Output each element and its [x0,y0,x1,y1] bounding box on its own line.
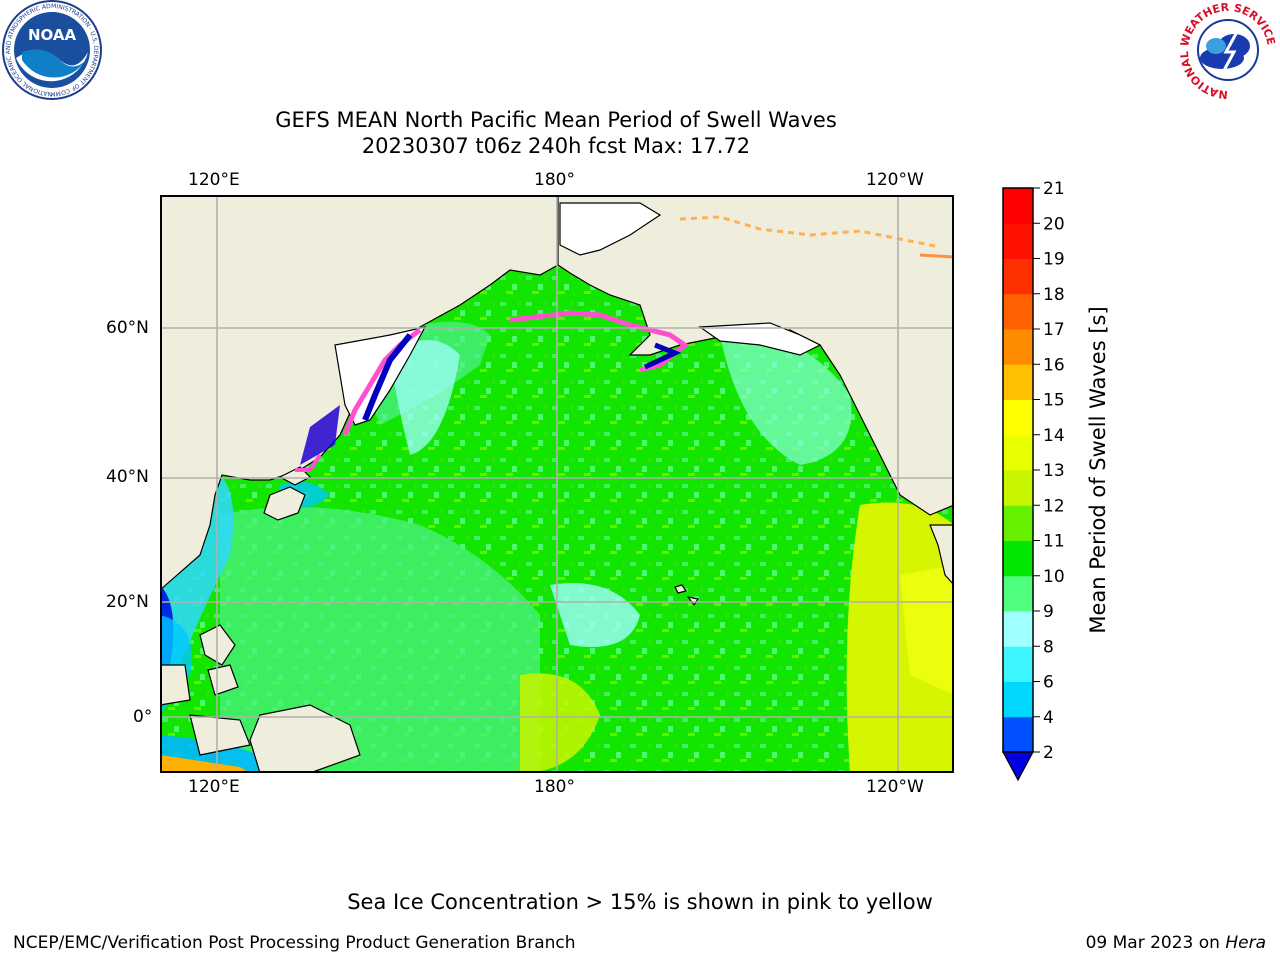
colorbar-band [1003,505,1033,541]
colorbar-tick-label: 4 [1043,708,1054,728]
colorbar-band [1003,188,1033,224]
lon-label-top-120w: 120°W [866,170,924,190]
colorbar-tick-label: 15 [1043,391,1065,411]
zone-8-9s-central [550,583,640,647]
colorbar-band [1003,575,1033,612]
colorbar: 2 4 6 8 9 10 11 12 13 14 15 16 17 18 19 20 21 Mean Perio… [1001,180,1110,782]
colorbar-tick-label: 13 [1043,461,1065,481]
colorbar-tick-label: 18 [1043,285,1065,305]
colorbar-band [1003,681,1033,718]
zone-12-13s-south [520,673,600,773]
lon-label-bottom-180: 180° [534,777,575,797]
colorbar-band [1003,716,1033,753]
lon-label-bottom-120w: 120°W [866,777,924,797]
lon-label-bottom-120e: 120°E [188,777,240,797]
zone-8-9s-northeast [720,333,852,465]
colorbar-tick-label: 8 [1043,637,1054,657]
colorbar-tick-label: 6 [1043,673,1054,693]
sea-ice-edge [295,215,954,472]
colorbar-tick-label: 2 [1043,743,1054,763]
colorbar-extend-arrow [1001,751,1035,782]
lat-label-0: 0° [133,707,153,727]
lat-label-20n: 20°N [106,592,149,612]
map-graticule [160,195,954,773]
colorbar-tick-label: 20 [1043,214,1065,234]
colorbar-tick-label: 17 [1043,320,1065,340]
colorbar-band [1003,223,1033,259]
colorbar-tick-label: 11 [1043,532,1065,552]
nws-logo: NATIONAL WEATHER SERVICE [1178,1,1278,100]
colorbar-band [1003,399,1033,436]
map-panel [160,195,954,773]
chart-subtitle: 20230307 t06z 240h fcst Max: 17.72 [361,134,751,158]
footer-left: NCEP/EMC/Verification Post Processing Pr… [13,933,576,953]
colorbar-tick-label: 21 [1043,180,1065,199]
sea-ice-note: Sea Ice Concentration > 15% is shown in … [347,890,933,914]
noaa-logo-text: NOAA [28,26,77,44]
colorbar-band [1003,470,1033,506]
zone-8s-kuril [390,340,460,455]
colorbar-band [1003,540,1033,577]
colorbar-band [1003,293,1033,330]
noaa-logo: NATIONAL OCEANIC AND ATMOSPHERIC ADMINIS… [0,0,102,100]
lat-label-60n: 60°N [106,318,149,338]
colorbar-band [1003,434,1033,471]
lat-label-40n: 40°N [106,467,149,487]
colorbar-tick-label: 10 [1043,567,1065,587]
colorbar-band [1003,611,1033,647]
map-frame [160,195,954,773]
colorbar-label: Mean Period of Swell Waves [s] [1086,306,1110,633]
colorbar-tick-label: 12 [1043,496,1065,516]
chart-title: GEFS MEAN North Pacific Mean Period of S… [275,108,837,132]
colorbar-band [1003,329,1033,365]
colorbar-band [1003,646,1033,682]
footer-right: 09 Mar 2023 on Hera [1086,933,1266,953]
colorbar-tick-label: 14 [1043,426,1065,446]
colorbar-tick-label: 16 [1043,355,1065,375]
footer-host: Hera [1225,933,1266,953]
colorbar-band [1003,364,1033,400]
colorbar-band [1003,258,1033,295]
lon-label-top-180: 180° [534,170,575,190]
colorbar-tick-label: 19 [1043,250,1065,270]
land-masses [160,195,954,773]
colorbar-tick-label: 9 [1043,602,1054,622]
footer-date: 09 Mar 2023 on [1085,933,1226,953]
lon-label-top-120e: 120°E [188,170,240,190]
